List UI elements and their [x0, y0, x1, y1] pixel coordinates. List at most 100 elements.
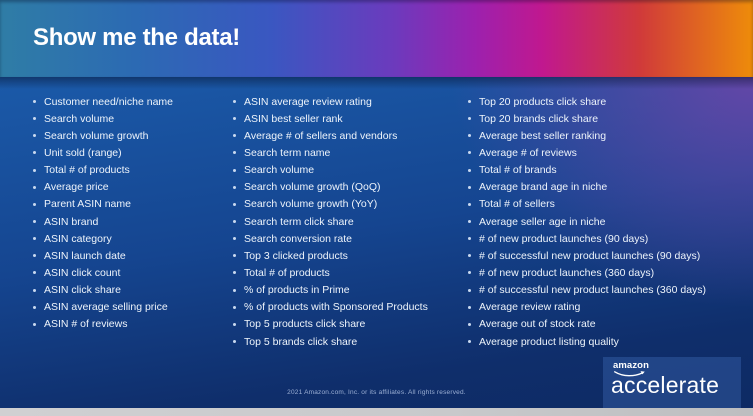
list-item: Top 3 clicked products: [233, 247, 428, 264]
bullet-icon: [233, 185, 236, 189]
list-item-label: Top 5 products click share: [244, 318, 366, 331]
list-item-label: # of successful new product launches (90…: [479, 249, 701, 262]
bullet-icon: [468, 288, 471, 292]
list-item: ASIN # of reviews: [33, 316, 173, 333]
bullet-icon: [33, 100, 36, 104]
list-item-label: Average price: [44, 181, 109, 194]
slide-title: Show me the data!: [33, 24, 240, 51]
list-item: Top 5 brands click share: [233, 333, 428, 350]
list-item-label: Average # of reviews: [479, 146, 577, 159]
bullet-icon: [468, 254, 471, 258]
list-item: Customer need/niche name: [33, 93, 173, 110]
copyright-text: 2021 Amazon.com, Inc. or its affiliates.…: [287, 389, 466, 396]
list-item-label: ASIN click share: [44, 284, 122, 297]
list-item: # of new product launches (360 days): [468, 264, 706, 281]
bullet-icon: [233, 237, 236, 241]
bullet-icon: [33, 134, 36, 138]
bullet-icon: [468, 134, 471, 138]
bullet-icon: [468, 237, 471, 241]
list-item: Total # of brands: [468, 162, 706, 179]
bullet-icon: [233, 305, 236, 309]
list-item-label: Search volume growth (YoY): [244, 198, 378, 211]
list-item-label: % of products in Prime: [244, 284, 350, 297]
list-item: ASIN average review rating: [233, 93, 428, 110]
bullet-column-3: Top 20 products click share Top 20 brands…: [468, 93, 706, 350]
bullet-column-2: ASIN average review rating ASIN best sell…: [233, 93, 428, 350]
bullet-icon: [233, 202, 236, 206]
list-item-label: Search volume growth (QoQ): [244, 181, 381, 194]
list-item: Total # of products: [33, 162, 173, 179]
bullet-icon: [233, 340, 236, 344]
list-item-label: Total # of products: [44, 164, 130, 177]
list-item: Search volume growth (YoY): [233, 196, 428, 213]
list-item-label: # of new product launches (360 days): [479, 266, 655, 279]
list-item-label: Average product listing quality: [479, 335, 619, 348]
bullet-icon: [233, 220, 236, 224]
list-item-label: Customer need/niche name: [44, 95, 173, 108]
accelerate-logo-text: accelerate: [611, 372, 720, 398]
slide-body: Customer need/niche name Search volume Sea…: [0, 77, 753, 416]
list-item: Total # of products: [233, 264, 428, 281]
list-item: Average brand age in niche: [468, 179, 706, 196]
bullet-icon: [468, 185, 471, 189]
list-item-label: ASIN best seller rank: [244, 112, 343, 125]
list-item-label: Parent ASIN name: [44, 198, 131, 211]
list-item-label: Average brand age in niche: [479, 181, 608, 194]
list-item: Parent ASIN name: [33, 196, 173, 213]
list-item: Search term name: [233, 144, 428, 161]
bullet-icon: [33, 288, 36, 292]
list-item: Top 20 products click share: [468, 93, 706, 110]
list-item: Total # of sellers: [468, 196, 706, 213]
list-item: Average product listing quality: [468, 333, 706, 350]
list-item-label: Search term click share: [244, 215, 354, 228]
list-item: ASIN launch date: [33, 247, 173, 264]
bullet-icon: [233, 254, 236, 258]
list-item: Search volume growth (QoQ): [233, 179, 428, 196]
bullet-icon: [233, 288, 236, 292]
bullet-icon: [468, 117, 471, 121]
bullet-icon: [468, 322, 471, 326]
bullet-icon: [468, 220, 471, 224]
list-item-label: ASIN launch date: [44, 249, 126, 262]
list-item-label: ASIN category: [44, 232, 112, 245]
list-item-label: Search conversion rate: [244, 232, 352, 245]
bullet-icon: [33, 305, 36, 309]
list-item-label: Search term name: [244, 146, 331, 159]
list-item-label: Average seller age in niche: [479, 215, 606, 228]
bullet-icon: [33, 254, 36, 258]
bullet-icon: [468, 168, 471, 172]
list-item: ASIN click share: [33, 282, 173, 299]
bullet-icon: [33, 271, 36, 275]
bullet-icon: [233, 117, 236, 121]
bullet-icon: [468, 151, 471, 155]
list-item-label: ASIN click count: [44, 266, 121, 279]
list-item-label: Search volume growth: [44, 129, 149, 142]
list-item: # of successful new product launches (90…: [468, 247, 706, 264]
list-item-label: Total # of brands: [479, 164, 557, 177]
bullet-icon: [33, 151, 36, 155]
list-item: ASIN category: [33, 230, 173, 247]
list-item: ASIN brand: [33, 213, 173, 230]
list-item-label: Top 5 brands click share: [244, 335, 358, 348]
bullet-icon: [33, 322, 36, 326]
list-item-label: # of new product launches (90 days): [479, 232, 649, 245]
list-item: Average # of sellers and vendors: [233, 127, 428, 144]
list-item: # of new product launches (90 days): [468, 230, 706, 247]
bullet-icon: [33, 237, 36, 241]
bullet-column-1: Customer need/niche name Search volume Sea…: [33, 93, 173, 333]
list-item: Search term click share: [233, 213, 428, 230]
list-item-label: Top 20 products click share: [479, 95, 607, 108]
bullet-icon: [468, 340, 471, 344]
list-item-label: Average review rating: [479, 301, 581, 314]
list-item: Search volume growth: [33, 127, 173, 144]
list-item: Top 20 brands click share: [468, 110, 706, 127]
list-item: ASIN click count: [33, 264, 173, 281]
list-item-label: Unit sold (range): [44, 146, 122, 159]
list-item-label: # of successful new product launches (36…: [479, 284, 707, 297]
amazon-smile-arrow-icon: [614, 370, 645, 376]
bullet-icon: [33, 168, 36, 172]
list-item: Average out of stock rate: [468, 316, 706, 333]
list-item-label: Total # of sellers: [479, 198, 555, 211]
list-item: Average price: [33, 179, 173, 196]
